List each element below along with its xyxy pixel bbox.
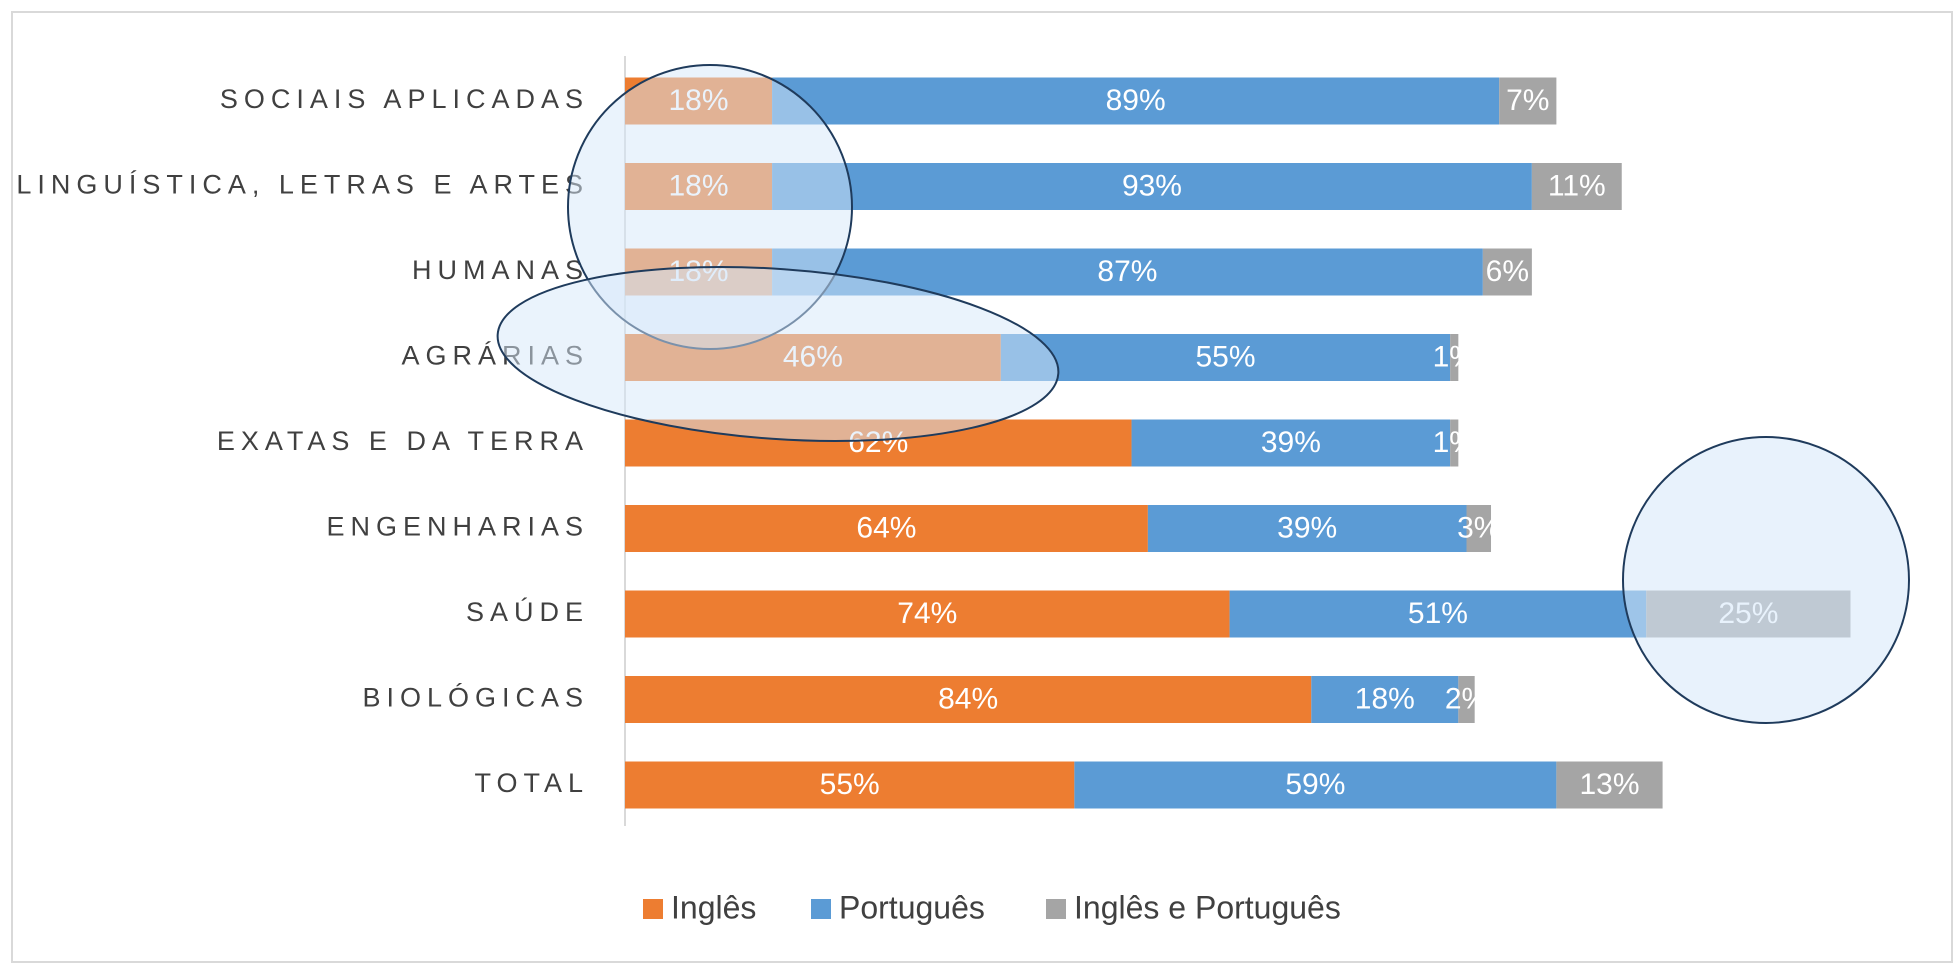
data-label: 2% — [1445, 682, 1488, 715]
data-label: 1% — [1433, 426, 1476, 459]
bar-segment — [1466, 505, 1492, 552]
y-tick-label: EXATAS E DA TERRA — [217, 426, 589, 456]
bar-segment — [1458, 676, 1475, 723]
legend-swatch — [1046, 899, 1066, 919]
data-label: 55% — [1195, 340, 1255, 373]
data-label: 11% — [1548, 169, 1606, 202]
bar-segment — [1147, 505, 1467, 552]
data-label: 84% — [938, 682, 998, 715]
legend-label: Inglês e Português — [1074, 889, 1341, 925]
bar-segment — [1499, 77, 1557, 125]
highlight-ellipse — [496, 265, 1060, 443]
highlight-circle — [1622, 436, 1910, 724]
data-label: 59% — [1285, 768, 1345, 801]
y-tick-label: LINGUÍSTICA, LETRAS E ARTES — [16, 170, 589, 200]
y-tick-label: ENGENHARIAS — [326, 512, 589, 542]
data-label: 74% — [897, 597, 957, 630]
bar-segment — [1000, 334, 1451, 381]
legend-label: Português — [839, 889, 985, 925]
data-label: 7% — [1506, 84, 1549, 117]
data-label: 13% — [1579, 768, 1639, 801]
bar-segment — [1450, 334, 1459, 381]
bar-segment — [1556, 761, 1663, 809]
data-label: 51% — [1408, 597, 1468, 630]
y-tick-label: BIOLÓGICAS — [362, 682, 589, 713]
bar-segment — [1074, 761, 1557, 809]
bar-segment — [625, 761, 1075, 809]
y-tick-label: SAÚDE — [466, 596, 589, 627]
data-label: 18% — [1355, 682, 1415, 715]
bar-segment — [1131, 419, 1451, 467]
legend-swatch — [643, 899, 663, 919]
data-label: 93% — [1122, 169, 1182, 202]
data-label: 87% — [1097, 255, 1157, 288]
annotation-shapes — [496, 64, 1910, 724]
bar-segment — [1450, 419, 1459, 467]
data-label: 3% — [1457, 511, 1500, 544]
data-label: 55% — [820, 768, 880, 801]
data-label: 39% — [1261, 426, 1321, 459]
bar-segment — [1531, 163, 1622, 210]
data-label: 6% — [1486, 255, 1529, 288]
bar-segment — [1311, 676, 1459, 723]
bar-segment — [772, 163, 1532, 210]
data-label: 64% — [856, 511, 916, 544]
data-label: 89% — [1106, 84, 1166, 117]
bar-segment — [1229, 590, 1647, 638]
bar-segment — [625, 676, 1312, 723]
bar-segment — [1482, 248, 1532, 296]
legend-swatch — [811, 899, 831, 919]
y-tick-label: SOCIAIS APLICADAS — [220, 84, 589, 114]
bar-segment — [625, 505, 1148, 552]
data-label: 1% — [1433, 340, 1476, 373]
legend-label: Inglês — [671, 889, 756, 925]
y-tick-label: TOTAL — [474, 768, 589, 798]
bar-segment — [772, 77, 1500, 125]
data-label: 39% — [1277, 511, 1337, 544]
bar-segment — [625, 590, 1230, 638]
y-tick-label: HUMANAS — [412, 255, 589, 285]
